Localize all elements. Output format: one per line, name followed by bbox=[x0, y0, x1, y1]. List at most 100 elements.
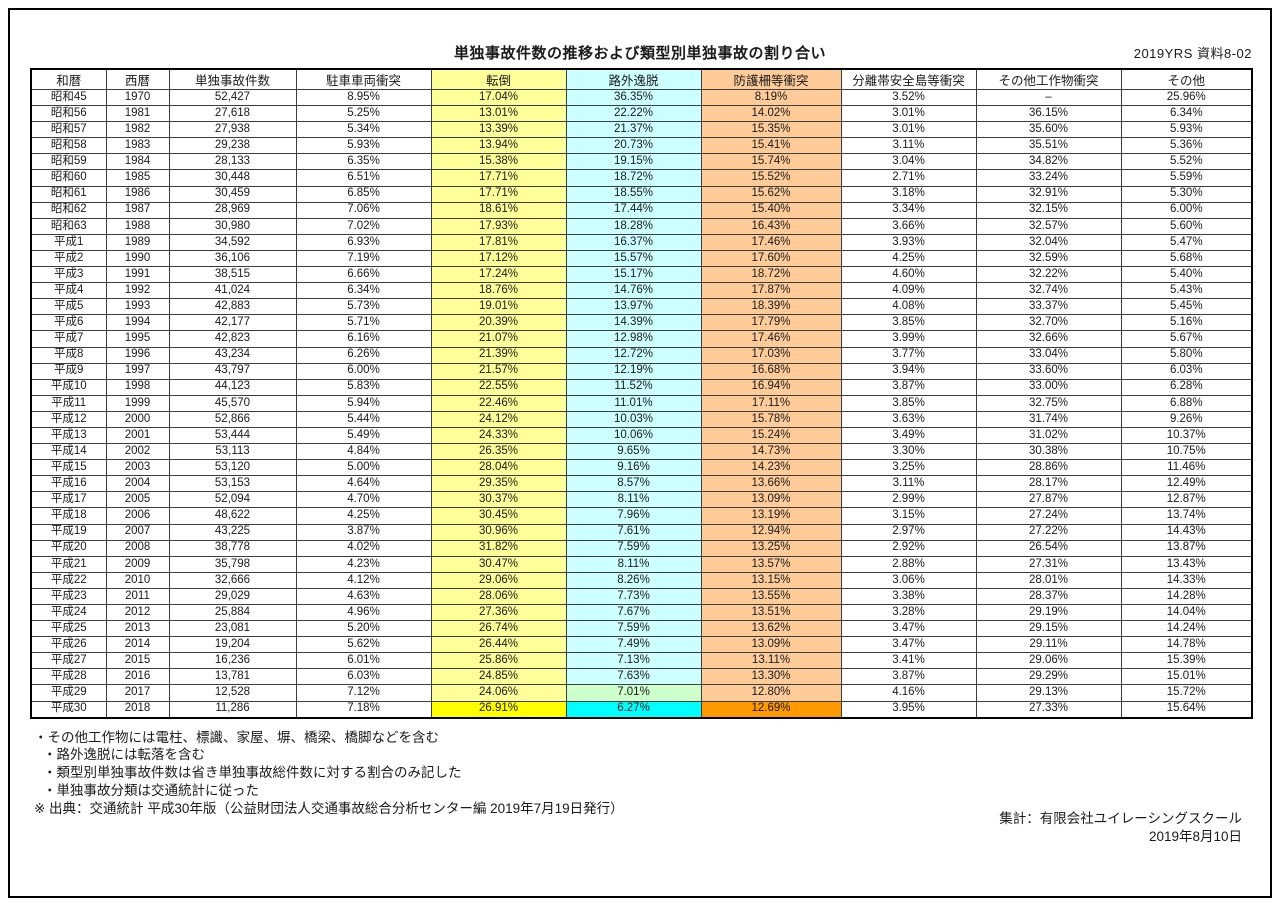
table-cell: 2014 bbox=[105, 636, 170, 654]
table-cell: 44,123 bbox=[168, 378, 297, 396]
table-cell: 17.81% bbox=[430, 233, 567, 251]
table-cell: 平成1 bbox=[30, 233, 107, 251]
table-cell: 平成17 bbox=[30, 491, 107, 509]
table-cell: 12.69% bbox=[700, 700, 842, 719]
column-header: 駐車車両衝突 bbox=[295, 68, 432, 90]
table-cell: 3.99% bbox=[840, 330, 977, 348]
table-cell: 5.71% bbox=[295, 314, 432, 332]
table-cell: 22.22% bbox=[565, 105, 702, 123]
table-cell: 3.04% bbox=[840, 153, 977, 171]
table-cell: 6.26% bbox=[295, 346, 432, 364]
table-cell: 28,133 bbox=[168, 153, 297, 171]
footnote-line: ・その他工作物には電柱、標識、家屋、塀、橋梁、橋脚などを含む bbox=[34, 729, 439, 745]
table-row: 平成10 1998 44,123 5.83% 22.55% 11.52% 16.94% 3.8… bbox=[30, 378, 1253, 396]
table-cell: 7.96% bbox=[565, 507, 702, 525]
table-cell: 7.19% bbox=[295, 249, 432, 268]
table-cell: 3.66% bbox=[840, 217, 977, 235]
table-cell: 3.01% bbox=[840, 121, 977, 139]
table-cell: 3.01% bbox=[840, 105, 977, 123]
table-row: 昭和45 1970 52,427 8.95% 17.04% 36.35% 8.19% 3.52… bbox=[30, 88, 1253, 107]
table-cell: 3.87% bbox=[840, 378, 977, 396]
table-cell: 52,427 bbox=[168, 88, 297, 107]
table-cell: 4.25% bbox=[295, 507, 432, 525]
column-header: 転倒 bbox=[430, 68, 567, 90]
table-cell: 30,448 bbox=[168, 169, 297, 187]
table-cell: 13.66% bbox=[700, 475, 842, 493]
table-cell: 2001 bbox=[105, 426, 170, 445]
table-cell: 5.45% bbox=[1120, 298, 1253, 316]
table-cell: 13.09% bbox=[700, 491, 842, 509]
table-cell: 平成20 bbox=[30, 539, 107, 557]
table-cell: 5.20% bbox=[295, 620, 432, 638]
table-cell: 3.34% bbox=[840, 201, 977, 219]
table-cell: 平成27 bbox=[30, 652, 107, 670]
table-cell: 30.96% bbox=[430, 523, 567, 541]
table-cell: 14.78% bbox=[1120, 636, 1253, 654]
table-cell: 5.40% bbox=[1120, 266, 1253, 284]
table-cell: 4.12% bbox=[295, 571, 432, 589]
table-cell: 20.73% bbox=[565, 137, 702, 155]
table-cell: 43,234 bbox=[168, 346, 297, 364]
table-cell: 29.35% bbox=[430, 475, 567, 493]
table-cell: 5.00% bbox=[295, 459, 432, 477]
table-cell: 17.24% bbox=[430, 266, 567, 284]
table-cell: 25,884 bbox=[168, 603, 297, 622]
table-cell: 3.77% bbox=[840, 346, 977, 364]
table-cell: 6.03% bbox=[295, 668, 432, 686]
table-cell: 昭和62 bbox=[30, 201, 107, 219]
table-cell: 平成6 bbox=[30, 314, 107, 332]
table-cell: 26.74% bbox=[430, 620, 567, 638]
table-cell: 1997 bbox=[105, 362, 170, 380]
table-cell: 21.07% bbox=[430, 330, 567, 348]
credit-block: 集計：有限会社ユイレーシングスクール 2019年8月10日 bbox=[999, 810, 1242, 846]
table-cell: 6.51% bbox=[295, 169, 432, 187]
table-cell: 平成22 bbox=[30, 571, 107, 589]
table-row: 平成5 1993 42,883 5.73% 19.01% 13.97% 18.39% 4.08… bbox=[30, 298, 1253, 316]
table-cell: 14.73% bbox=[700, 443, 842, 461]
table-cell: 6.27% bbox=[565, 700, 702, 719]
table-cell: 19,204 bbox=[168, 636, 297, 654]
table-cell: 5.93% bbox=[295, 137, 432, 155]
table-cell: 30.47% bbox=[430, 555, 567, 573]
table-cell: 2011 bbox=[105, 587, 170, 606]
table-cell: 平成3 bbox=[30, 266, 107, 284]
table-row: 平成30 2018 11,286 7.18% 26.91% 6.27% 12.69% 3.95… bbox=[30, 700, 1253, 719]
table-cell: 13.39% bbox=[430, 121, 567, 139]
table-cell: 18.72% bbox=[565, 169, 702, 187]
table-cell: 16.94% bbox=[700, 378, 842, 396]
table-cell: 3.30% bbox=[840, 443, 977, 461]
table-row: 平成11 1999 45,570 5.94% 22.46% 11.01% 17.11% 3.8… bbox=[30, 394, 1253, 412]
table-cell: 3.52% bbox=[840, 88, 977, 107]
table-cell: 19.01% bbox=[430, 298, 567, 316]
table-cell: 36.35% bbox=[565, 88, 702, 107]
table-cell: 3.11% bbox=[840, 137, 977, 155]
table-cell: 16.43% bbox=[700, 217, 842, 235]
table-cell: 6.00% bbox=[295, 362, 432, 380]
table-cell: 7.12% bbox=[295, 684, 432, 702]
table-cell: 昭和45 bbox=[30, 88, 107, 107]
table-cell: 平成9 bbox=[30, 362, 107, 380]
table-cell: 17.04% bbox=[430, 88, 567, 107]
column-header: その他工作物衝突 bbox=[975, 68, 1122, 90]
table-cell: 2004 bbox=[105, 475, 170, 493]
table-cell: 30,459 bbox=[168, 185, 297, 203]
table-cell: 3.87% bbox=[840, 668, 977, 686]
column-header: その他 bbox=[1120, 68, 1253, 90]
table-cell: 平成12 bbox=[30, 410, 107, 428]
table-cell: 12.87% bbox=[1120, 491, 1253, 509]
table-cell: 33.37% bbox=[975, 298, 1122, 316]
table-row: 昭和63 1988 30,980 7.02% 17.93% 18.28% 16.43% 3.6… bbox=[30, 217, 1253, 235]
table-cell: 29.19% bbox=[975, 603, 1122, 622]
table-cell: 17.71% bbox=[430, 185, 567, 203]
table-cell: 5.62% bbox=[295, 636, 432, 654]
footnotes: ・その他工作物には電柱、標識、家屋、塀、橋梁、橋脚などを含む ・路外逸脱には転落… bbox=[34, 729, 1270, 818]
table-cell: 41,024 bbox=[168, 282, 297, 300]
table-cell: 10.75% bbox=[1120, 443, 1253, 461]
table-cell: 1982 bbox=[105, 121, 170, 139]
table-cell: 7.67% bbox=[565, 603, 702, 622]
table-cell: 昭和59 bbox=[30, 153, 107, 171]
table-cell: 4.63% bbox=[295, 587, 432, 606]
table-cell: 32.75% bbox=[975, 394, 1122, 412]
table-cell: 17.03% bbox=[700, 346, 842, 364]
table-cell: 21.39% bbox=[430, 346, 567, 364]
